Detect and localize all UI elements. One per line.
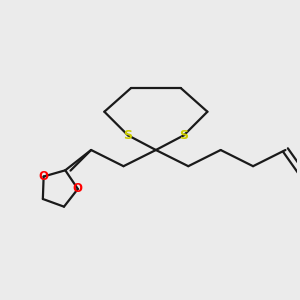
Text: S: S (123, 129, 132, 142)
Text: O: O (39, 170, 49, 183)
Text: S: S (179, 129, 188, 142)
Text: O: O (73, 182, 83, 195)
